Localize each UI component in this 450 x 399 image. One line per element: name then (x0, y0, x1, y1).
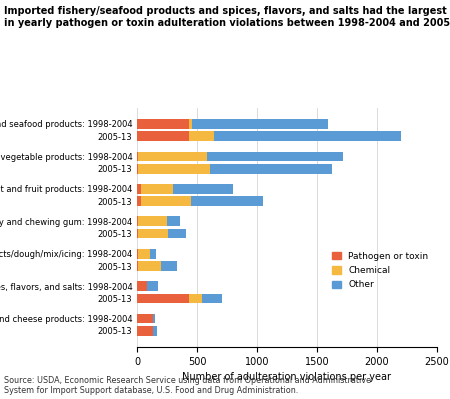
Bar (138, 249, 150, 259)
Bar (192, 119, 328, 129)
Bar (137, 152, 138, 161)
Bar (207, 152, 342, 161)
Bar (214, 131, 400, 141)
Bar (153, 326, 157, 336)
Bar (202, 294, 222, 303)
Bar (168, 229, 186, 239)
Bar (137, 164, 138, 174)
Bar (173, 184, 233, 194)
X-axis label: Number of adulteration violations per year: Number of adulteration violations per ye… (182, 372, 392, 382)
Bar (138, 216, 166, 226)
Text: in yearly pathogen or toxin adulteration violations between 1998-2004 and 2005-1: in yearly pathogen or toxin adulteration… (4, 18, 450, 28)
Bar (153, 314, 155, 324)
Bar (147, 281, 148, 291)
Bar (137, 314, 153, 324)
Bar (191, 196, 263, 206)
Bar (137, 196, 141, 206)
Bar (189, 119, 192, 129)
Bar (189, 131, 214, 141)
Bar (137, 281, 147, 291)
Bar (141, 184, 173, 194)
Bar (137, 229, 138, 239)
Bar (138, 152, 207, 161)
Bar (137, 216, 138, 226)
Bar (137, 326, 153, 336)
Bar (137, 249, 138, 259)
Bar (138, 261, 161, 271)
Legend: Pathogen or toxin, Chemical, Other: Pathogen or toxin, Chemical, Other (328, 248, 432, 293)
Bar (138, 164, 210, 174)
Bar (150, 249, 157, 259)
Bar (141, 196, 191, 206)
Bar (148, 281, 158, 291)
Bar (189, 294, 202, 303)
Bar (166, 216, 180, 226)
Bar (138, 229, 168, 239)
Bar (137, 261, 138, 271)
Text: Source: USDA, Economic Research Service using data from Operational and Administ: Source: USDA, Economic Research Service … (4, 375, 372, 395)
Text: Imported fishery/seafood products and spices, flavors, and salts had the largest: Imported fishery/seafood products and sp… (4, 6, 450, 16)
Bar (161, 261, 177, 271)
Bar (137, 184, 141, 194)
Bar (137, 119, 189, 129)
Bar (137, 131, 189, 141)
Bar (137, 294, 189, 303)
Bar (210, 164, 332, 174)
